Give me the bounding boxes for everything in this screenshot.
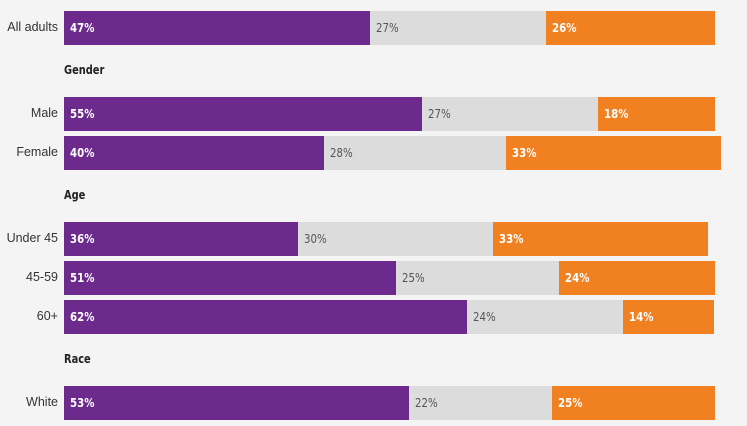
row-label: Female xyxy=(16,145,58,159)
data-label: 25% xyxy=(402,271,425,285)
data-label: 27% xyxy=(428,107,451,121)
bar-segment-support: 51% xyxy=(64,261,396,295)
bar-segment-neutral: 27% xyxy=(370,11,546,45)
bar-segment-oppose: 33% xyxy=(493,222,708,256)
bar-segment-support: 47% xyxy=(64,11,370,45)
data-label: 30% xyxy=(304,232,327,246)
bar-segment-neutral: 24% xyxy=(467,300,623,334)
bar-segment-neutral: 22% xyxy=(409,386,552,420)
data-label: 53% xyxy=(70,396,95,410)
bar-segment-oppose: 24% xyxy=(559,261,715,295)
row-label: White xyxy=(26,395,58,409)
row-label: 60+ xyxy=(36,309,58,323)
data-label: 14% xyxy=(629,310,654,324)
row-label: 45-59 xyxy=(26,270,58,284)
bar-segment-support: 53% xyxy=(64,386,409,420)
data-label: 33% xyxy=(499,232,524,246)
data-label: 24% xyxy=(473,310,496,324)
row-label: Male xyxy=(30,106,58,120)
bar-segment-oppose: 18% xyxy=(598,97,715,131)
group-title: Race xyxy=(64,352,91,366)
group-title: Gender xyxy=(64,63,105,77)
data-label: 28% xyxy=(330,146,353,160)
data-label: 51% xyxy=(70,271,95,285)
bar-segment-support: 40% xyxy=(64,136,324,170)
bar-segment-oppose: 33% xyxy=(506,136,721,170)
data-label: 47% xyxy=(70,21,95,35)
row-label: Under 45 xyxy=(6,231,58,245)
bar-segment-oppose: 25% xyxy=(552,386,715,420)
data-label: 26% xyxy=(552,21,577,35)
data-label: 18% xyxy=(604,107,629,121)
data-label: 36% xyxy=(70,232,95,246)
row-label: All adults xyxy=(7,20,58,34)
data-label: 33% xyxy=(512,146,537,160)
data-label: 55% xyxy=(70,107,95,121)
group-title: Age xyxy=(64,188,86,202)
data-label: 25% xyxy=(558,396,583,410)
bar-segment-support: 36% xyxy=(64,222,298,256)
bar-segment-oppose: 14% xyxy=(623,300,714,334)
bar-segment-support: 62% xyxy=(64,300,467,334)
bar-segment-neutral: 30% xyxy=(298,222,493,256)
data-label: 22% xyxy=(415,396,438,410)
data-label: 24% xyxy=(565,271,590,285)
bar-segment-neutral: 28% xyxy=(324,136,506,170)
bar-segment-support: 55% xyxy=(64,97,422,131)
bar-segment-neutral: 25% xyxy=(396,261,559,295)
bar-segment-neutral: 27% xyxy=(422,97,598,131)
data-label: 62% xyxy=(70,310,95,324)
data-label: 40% xyxy=(70,146,95,160)
data-label: 27% xyxy=(376,21,399,35)
bar-segment-oppose: 26% xyxy=(546,11,715,45)
